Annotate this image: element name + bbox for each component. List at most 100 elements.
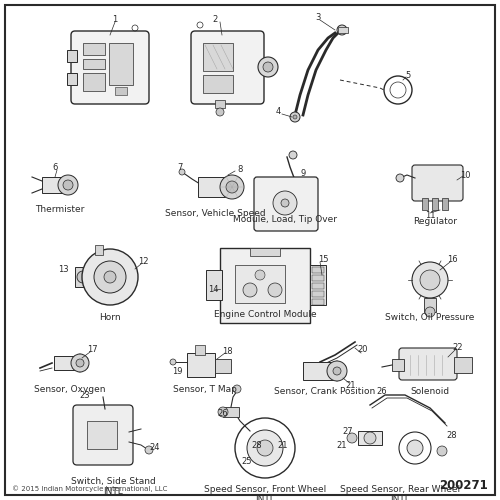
Circle shape [145, 446, 153, 454]
Text: 24: 24 [150, 442, 160, 452]
Circle shape [281, 199, 289, 207]
FancyBboxPatch shape [399, 348, 457, 380]
Text: 6: 6 [52, 164, 58, 172]
Text: 11: 11 [425, 210, 435, 220]
Circle shape [347, 433, 357, 443]
Text: INTL: INTL [390, 495, 410, 500]
Text: Switch, Side Stand: Switch, Side Stand [70, 477, 156, 486]
Text: Speed Sensor, Rear Wheel: Speed Sensor, Rear Wheel [340, 485, 460, 494]
Text: 13: 13 [58, 264, 68, 274]
Text: Module, Load, Tip Over: Module, Load, Tip Over [233, 215, 337, 224]
Bar [206, 270, 222, 300]
Text: Sensor, Crank Position: Sensor, Crank Position [274, 387, 376, 396]
Bar [392, 359, 404, 371]
Text: 10: 10 [460, 170, 470, 179]
Bar [432, 198, 438, 210]
Circle shape [179, 169, 185, 175]
Text: 14: 14 [208, 286, 218, 294]
Circle shape [258, 57, 278, 77]
Bar [83, 59, 105, 69]
Text: INTL: INTL [255, 495, 275, 500]
Text: 26: 26 [218, 408, 228, 418]
Text: 25: 25 [242, 456, 252, 466]
Bar [187, 353, 215, 377]
Bar [303, 362, 333, 380]
FancyBboxPatch shape [71, 31, 149, 104]
Text: 21: 21 [346, 380, 356, 390]
Circle shape [82, 249, 138, 305]
Text: Sensor, Vehicle Speed: Sensor, Vehicle Speed [164, 209, 266, 218]
Bar [67, 73, 77, 85]
Text: 26: 26 [376, 386, 388, 396]
Circle shape [425, 307, 435, 317]
FancyBboxPatch shape [412, 165, 463, 201]
Circle shape [243, 283, 257, 297]
Circle shape [333, 367, 341, 375]
Bar [235, 265, 285, 303]
Bar [312, 267, 324, 273]
Circle shape [327, 361, 347, 381]
Text: 200271: 200271 [440, 479, 488, 492]
Circle shape [407, 440, 423, 456]
Bar [424, 298, 436, 312]
Text: 21: 21 [337, 440, 347, 450]
Text: 18: 18 [222, 346, 232, 356]
FancyBboxPatch shape [254, 177, 318, 231]
Circle shape [76, 359, 84, 367]
Text: 28: 28 [446, 430, 458, 440]
Text: INTL: INTL [103, 487, 123, 496]
Text: © 2015 Indian Motorcycle International, LLC: © 2015 Indian Motorcycle International, … [12, 486, 168, 492]
Bar [75, 267, 90, 287]
Bar [310, 265, 326, 305]
Bar [83, 43, 105, 55]
Circle shape [170, 359, 176, 365]
Circle shape [293, 115, 297, 119]
Bar [67, 50, 77, 62]
Text: 22: 22 [453, 342, 463, 351]
Circle shape [396, 174, 404, 182]
Bar [215, 100, 225, 108]
Bar [109, 43, 133, 85]
Text: 17: 17 [86, 346, 98, 354]
Bar [250, 248, 280, 256]
Text: Solenoid: Solenoid [410, 387, 450, 396]
Circle shape [337, 25, 347, 35]
Circle shape [77, 271, 89, 283]
Text: 9: 9 [300, 168, 306, 177]
Circle shape [63, 180, 73, 190]
Circle shape [104, 271, 116, 283]
Text: 7: 7 [178, 162, 182, 172]
Bar [215, 359, 231, 373]
FancyBboxPatch shape [191, 31, 264, 104]
Circle shape [233, 385, 241, 393]
Text: 23: 23 [80, 390, 90, 400]
Circle shape [364, 432, 376, 444]
Circle shape [412, 262, 448, 298]
Bar [203, 75, 233, 93]
Text: 12: 12 [138, 258, 148, 266]
Bar [198, 177, 228, 197]
Bar [220, 248, 310, 322]
Text: Switch, Oil Pressure: Switch, Oil Pressure [386, 313, 474, 322]
Text: Thermister: Thermister [36, 205, 84, 214]
Circle shape [71, 354, 89, 372]
Text: Speed Sensor, Front Wheel: Speed Sensor, Front Wheel [204, 485, 326, 494]
Circle shape [226, 181, 238, 193]
Bar [312, 299, 324, 305]
Bar [87, 421, 117, 449]
Text: 20: 20 [358, 346, 368, 354]
Circle shape [247, 430, 283, 466]
Circle shape [220, 175, 244, 199]
Bar [422, 198, 428, 210]
Text: 2: 2 [212, 16, 218, 24]
Text: 16: 16 [446, 256, 458, 264]
FancyBboxPatch shape [73, 405, 133, 465]
Bar [442, 198, 448, 210]
Bar [312, 283, 324, 289]
Bar [195, 345, 205, 355]
Circle shape [268, 283, 282, 297]
Bar [312, 275, 324, 281]
Circle shape [257, 440, 273, 456]
Bar [115, 87, 127, 95]
Bar [312, 291, 324, 297]
